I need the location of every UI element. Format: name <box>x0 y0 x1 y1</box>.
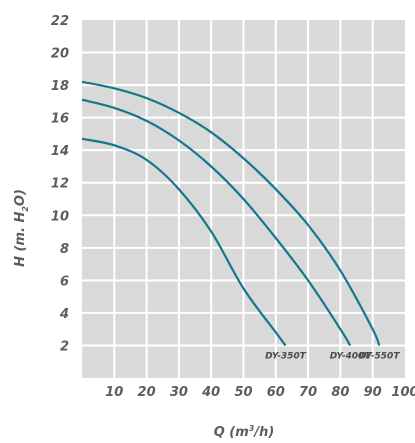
x-axis-title: Q (m3/h) <box>214 424 275 440</box>
y-tick-label: 18 <box>51 79 69 94</box>
y-tick-label: 12 <box>51 177 69 192</box>
x-tick-label: 30 <box>170 385 188 400</box>
x-tick-label: 60 <box>267 385 285 400</box>
x-axis-title-main: Q (m <box>214 425 249 440</box>
x-tick-label: 20 <box>138 385 156 400</box>
x-tick-labels: 10 20 30 40 50 60 70 80 90 100 <box>105 385 415 400</box>
y-tick-label: 2 <box>60 339 69 354</box>
x-axis-title-tail: /h) <box>252 425 274 440</box>
y-tick-label: 22 <box>51 14 69 29</box>
series-label-dy-550t: DY-550T <box>359 351 400 361</box>
y-tick-labels: 2 4 6 8 10 12 14 16 18 20 22 <box>51 14 69 354</box>
x-tick-label: 100 <box>391 385 415 400</box>
x-tick-label: 50 <box>234 385 252 400</box>
x-tick-label: 70 <box>299 385 317 400</box>
y-tick-label: 14 <box>51 144 69 159</box>
y-tick-label: 6 <box>60 274 69 289</box>
series-label-dy-350t: DY-350T <box>265 351 306 361</box>
y-tick-label: 16 <box>51 112 69 127</box>
y-axis-title-main: H (m. H <box>13 212 28 267</box>
x-tick-label: 10 <box>105 385 123 400</box>
y-axis-title: H (m. H2O) <box>13 189 30 267</box>
series-lines <box>81 80 381 347</box>
series-line-dy-400t <box>81 98 352 347</box>
x-tick-label: 90 <box>364 385 382 400</box>
x-tick-label: 80 <box>331 385 349 400</box>
y-tick-label: 4 <box>59 307 69 322</box>
y-tick-label: 10 <box>51 209 69 224</box>
y-axis-title-tail: O) <box>13 189 28 206</box>
y-tick-label: 20 <box>51 47 69 62</box>
series-line-dy-350t <box>81 137 287 347</box>
x-axis-title-sup: 3 <box>249 424 255 433</box>
y-axis-title-sub: 2 <box>21 206 30 212</box>
x-tick-label: 40 <box>201 385 220 400</box>
y-tick-label: 8 <box>60 242 69 257</box>
series-label-dy-400t: DY-400T <box>330 351 371 361</box>
grid-lines <box>82 20 405 378</box>
series-line-dy-550t <box>81 80 381 346</box>
